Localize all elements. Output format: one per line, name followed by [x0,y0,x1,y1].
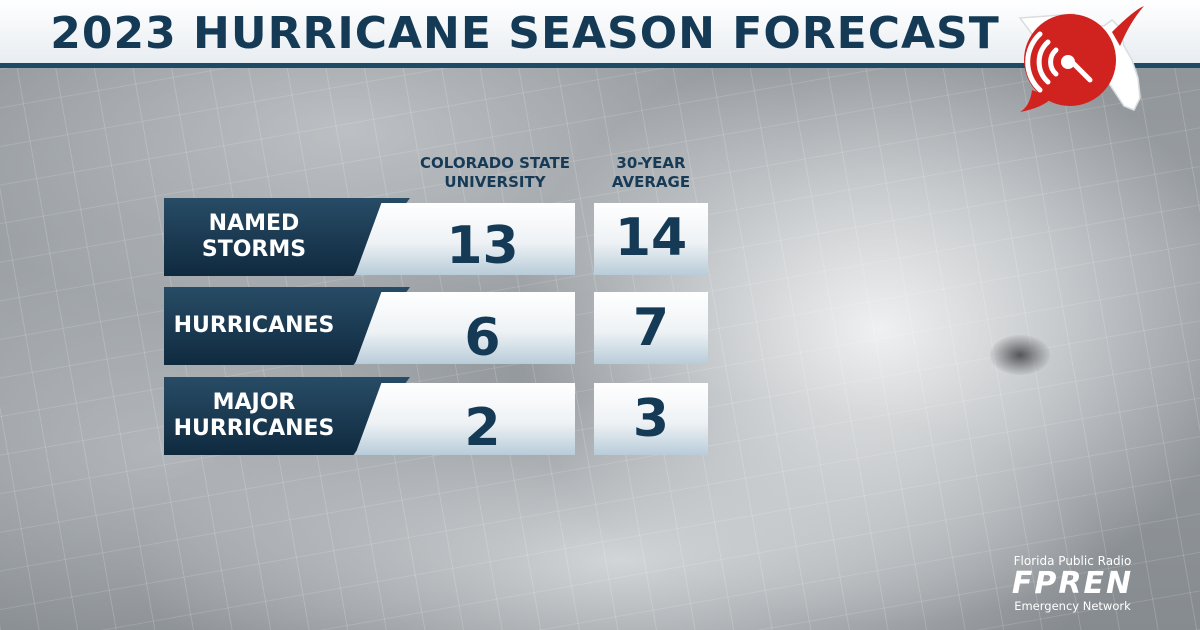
value-csu-named-storms: 13 [446,216,519,276]
cell-bg-average-hurricanes [594,292,708,364]
fpren-logo-main: FPREN [1011,566,1134,601]
value-csu-hurricanes: 6 [464,308,501,368]
cell-bg-csu-named-storms [355,203,575,275]
row-label-line2: STORMS [201,237,307,262]
florida-radio-signal-icon [1018,6,1144,112]
fpren-logo: Florida Public Radio FPREN Emergency Net… [1000,554,1145,613]
value-average-hurricanes: 7 [632,298,670,358]
row-label-hurricanes: HURRICANES [164,287,344,365]
value-average-named-storms: 14 [614,208,688,268]
row-label-named-storms: NAMED STORMS [164,198,344,276]
fpren-logo-bottom: Emergency Network [1014,599,1131,613]
cell-bg-average-named-storms [594,203,708,275]
row-label-line1: HURRICANES [173,313,335,338]
row-label-line1: MAJOR [212,390,296,415]
row-label-major-hurricanes: MAJOR HURRICANES [164,377,344,455]
value-average-major-hurricanes: 3 [632,389,670,449]
cell-bg-average-major-hurricanes [594,383,708,455]
hurricane-eye [990,335,1050,375]
title-bar: 2023 HURRICANE SEASON FORECAST [0,0,1200,68]
row-label-line2: HURRICANES [173,416,335,441]
fpren-logo-top: Florida Public Radio [1013,554,1132,568]
row-label-line1: NAMED [208,211,300,236]
column-header-average: 30-YEAR AVERAGE [594,154,708,192]
page-title: 2023 HURRICANE SEASON FORECAST [50,8,1000,59]
cell-bg-csu-major-hurricanes [355,383,575,455]
column-header-csu-line2: UNIVERSITY [444,173,546,191]
value-csu-major-hurricanes: 2 [464,398,501,458]
cell-bg-csu-hurricanes [355,292,575,364]
column-header-average-line2: AVERAGE [611,173,691,191]
column-header-average-line1: 30-YEAR [616,154,686,172]
column-header-csu-line1: COLORADO STATE [420,154,570,172]
column-header-csu: COLORADO STATE UNIVERSITY [400,154,590,192]
